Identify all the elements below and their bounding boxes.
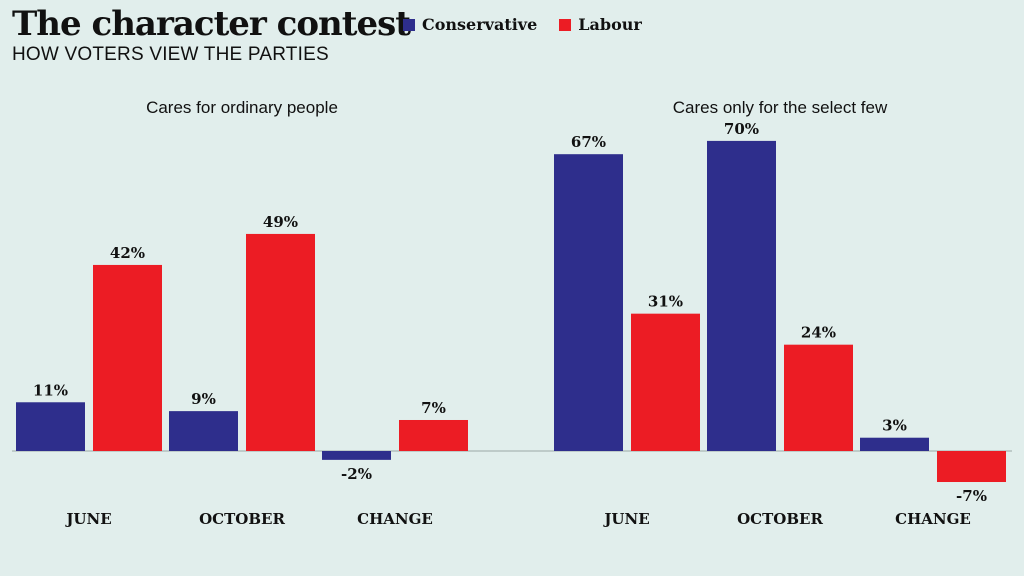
legend-label-labour: Labour xyxy=(578,15,642,34)
bar-labour-change xyxy=(399,419,468,451)
legend-item-labour: Labour xyxy=(559,15,642,34)
category-label-october: OCTOBER xyxy=(737,510,823,528)
bar-conservative-october xyxy=(169,411,238,451)
chart-subtitle: HOW VOTERS VIEW THE PARTIES xyxy=(12,44,329,65)
category-label-june: JUNE xyxy=(602,510,649,528)
category-label-june: JUNE xyxy=(64,510,111,528)
data-label: 24% xyxy=(801,324,836,342)
data-label: 42% xyxy=(110,244,145,262)
bar-labour-october xyxy=(246,233,315,451)
data-label: 11% xyxy=(33,381,68,399)
bar-conservative-june xyxy=(16,402,85,451)
legend: Conservative Labour xyxy=(403,15,664,34)
legend-swatch-conservative xyxy=(403,18,415,31)
data-label: -2% xyxy=(341,465,372,483)
category-label-change: CHANGE xyxy=(895,510,971,528)
bar-conservative-change xyxy=(322,451,391,460)
bar-conservative-june xyxy=(554,154,623,451)
data-label: 7% xyxy=(421,399,446,417)
category-label-change: CHANGE xyxy=(357,510,433,528)
data-label: 31% xyxy=(648,293,683,311)
panel-title: Cares for ordinary people xyxy=(146,98,338,117)
bar-labour-change xyxy=(937,451,1006,483)
panel-title: Cares only for the select few xyxy=(673,98,888,117)
bar-labour-june xyxy=(631,313,700,451)
legend-label-conservative: Conservative xyxy=(422,15,538,34)
data-label: 49% xyxy=(263,213,298,231)
legend-item-conservative: Conservative xyxy=(403,15,537,34)
data-label: 9% xyxy=(191,390,216,408)
legend-swatch-labour xyxy=(559,18,572,31)
bar-conservative-change xyxy=(860,437,929,451)
bar-labour-june xyxy=(93,264,162,451)
chart-title: The character contest xyxy=(12,4,411,44)
data-label: 3% xyxy=(882,417,907,435)
data-label: 70% xyxy=(724,120,759,138)
bar-labour-october xyxy=(784,344,853,451)
data-label: 67% xyxy=(571,133,606,151)
data-label: -7% xyxy=(956,487,987,505)
bar-conservative-october xyxy=(707,140,776,451)
category-label-october: OCTOBER xyxy=(199,510,285,528)
